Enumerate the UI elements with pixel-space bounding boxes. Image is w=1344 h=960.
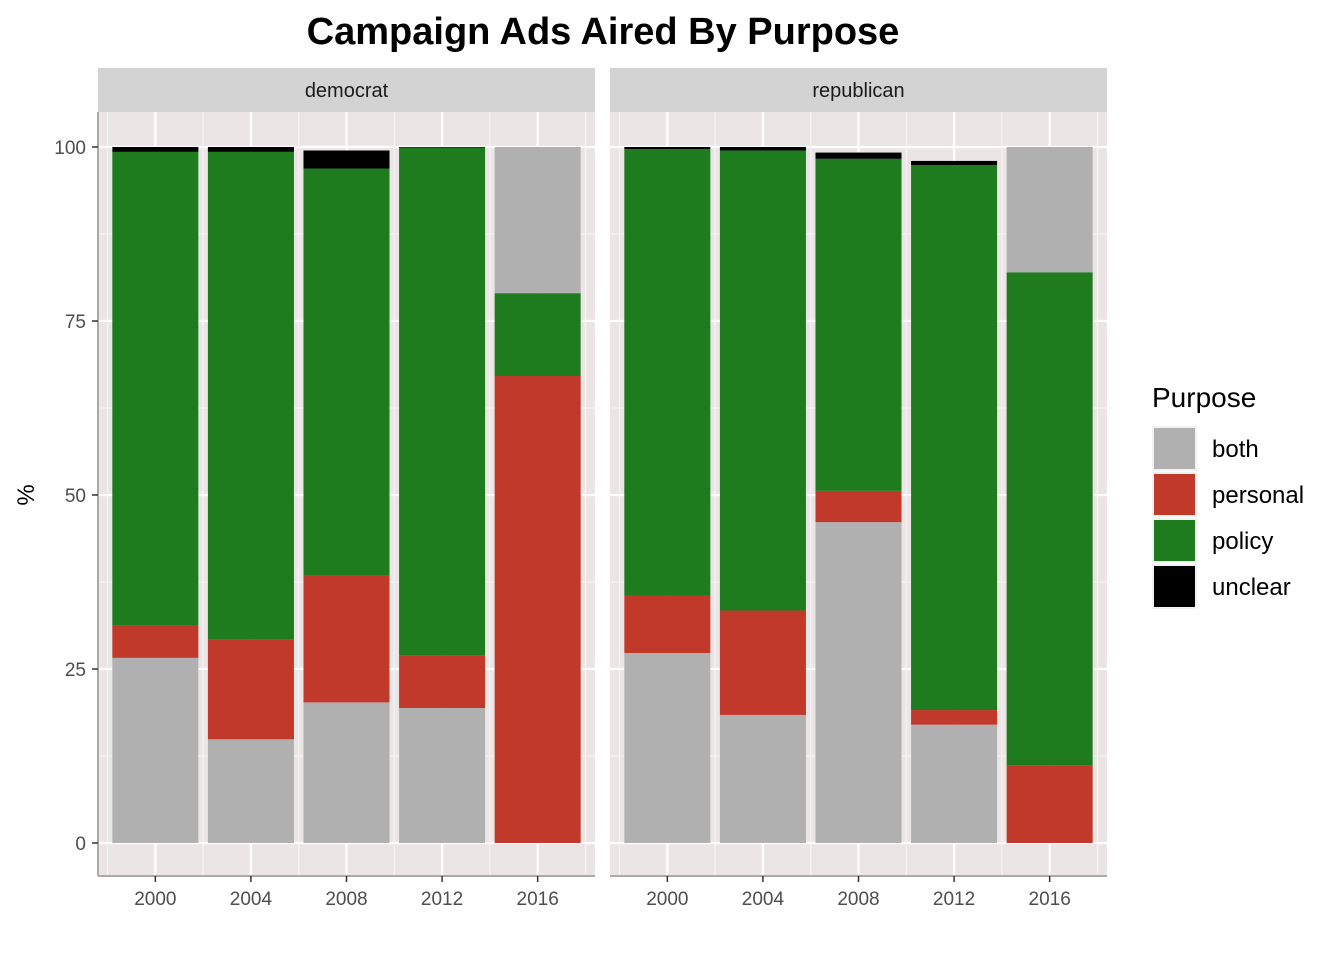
bar-segment-both-2012 <box>399 707 486 843</box>
y-tick-label: 100 <box>54 138 86 159</box>
bar-segment-policy-2012 <box>911 165 998 711</box>
x-tick-label: 2004 <box>230 889 273 910</box>
bar-segment-both-2008 <box>303 702 390 843</box>
y-tick-label: 75 <box>65 312 86 333</box>
bar-segment-personal-2012 <box>399 655 486 708</box>
bar-segment-unclear-2004 <box>719 147 806 151</box>
bar-segment-unclear-2012 <box>911 160 998 166</box>
bar-segment-both-2016 <box>494 147 581 294</box>
legend: Purpose both personal policy unclear <box>1152 382 1304 609</box>
bar-segment-both-2004 <box>719 714 806 843</box>
legend-label-both: both <box>1212 436 1259 463</box>
x-tick-label: 2000 <box>646 889 688 910</box>
facets: democrat 2000 2004 2008 2012 2016 0 25 50 75 100 re… <box>54 68 1107 910</box>
bar-segment-policy-2016 <box>1006 272 1093 766</box>
x-tick-label: 2004 <box>742 889 785 910</box>
bar-segment-personal-2000 <box>112 625 199 658</box>
bar-segment-policy-2008 <box>815 158 902 491</box>
bar-segment-personal-2008 <box>815 490 902 523</box>
bar-segment-personal-2016 <box>494 375 581 843</box>
bar-segment-policy-2004 <box>207 151 294 640</box>
y-tick-label: 25 <box>65 660 86 681</box>
legend-label-personal: personal <box>1212 482 1304 509</box>
legend-swatch-personal <box>1154 474 1195 515</box>
legend-title: Purpose <box>1152 382 1256 413</box>
x-tick-label: 2012 <box>933 889 975 910</box>
bar-segment-personal-2008 <box>303 575 390 703</box>
bar-segment-unclear-2004 <box>207 147 294 152</box>
legend-swatch-both <box>1154 428 1195 469</box>
bar-segment-policy-2008 <box>303 168 390 576</box>
bar-segment-personal-2004 <box>719 610 806 715</box>
bar-segment-policy-2000 <box>624 149 711 596</box>
x-tick-label: 2008 <box>325 889 367 910</box>
legend-label-policy: policy <box>1212 528 1273 555</box>
facet-panel-democrat: democrat 2000 2004 2008 2012 2016 0 25 50 75 100 <box>54 68 595 910</box>
bar-segment-unclear-2012 <box>399 147 486 148</box>
bar-segment-policy-2000 <box>112 151 199 626</box>
x-tick-label: 2000 <box>134 889 176 910</box>
bar-segment-personal-2012 <box>911 710 998 725</box>
bar-segment-both-2012 <box>911 724 998 843</box>
bar-segment-unclear-2008 <box>815 152 902 159</box>
x-tick-label: 2008 <box>837 889 879 910</box>
bar-segment-personal-2004 <box>207 639 294 740</box>
y-axis-title: % <box>13 484 40 505</box>
bar-segment-both-2000 <box>112 657 199 843</box>
bar-segment-policy-2016 <box>494 293 581 376</box>
x-tick-label: 2016 <box>517 889 559 910</box>
legend-swatch-policy <box>1154 520 1195 561</box>
bar-segment-unclear-2000 <box>624 147 711 150</box>
bar-segment-both-2008 <box>815 522 902 843</box>
bar-segment-policy-2004 <box>719 150 806 611</box>
bar-segment-both-2000 <box>624 652 711 843</box>
y-tick-label: 50 <box>65 486 86 507</box>
bar-segment-both-2016 <box>1006 147 1093 273</box>
bar-segment-policy-2012 <box>399 147 486 656</box>
facet-strip-label: democrat <box>305 80 389 102</box>
facet-strip-label: republican <box>812 80 904 102</box>
legend-label-unclear: unclear <box>1212 574 1291 601</box>
x-tick-label: 2012 <box>421 889 463 910</box>
facet-strip <box>98 68 595 112</box>
bar-segment-personal-2000 <box>624 595 711 653</box>
bar-segment-unclear-2000 <box>112 147 199 152</box>
facet-strip <box>610 68 1107 112</box>
facet-panel-republican: republican 2000 2004 2008 2012 2016 <box>610 68 1107 910</box>
chart-title: Campaign Ads Aired By Purpose <box>307 11 900 53</box>
bar-segment-unclear-2008 <box>303 150 390 169</box>
bar-segment-personal-2016 <box>1006 765 1093 843</box>
y-tick-label: 0 <box>75 834 86 855</box>
legend-swatch-unclear <box>1154 566 1195 607</box>
bar-segment-both-2004 <box>207 739 294 843</box>
x-tick-label: 2016 <box>1029 889 1071 910</box>
